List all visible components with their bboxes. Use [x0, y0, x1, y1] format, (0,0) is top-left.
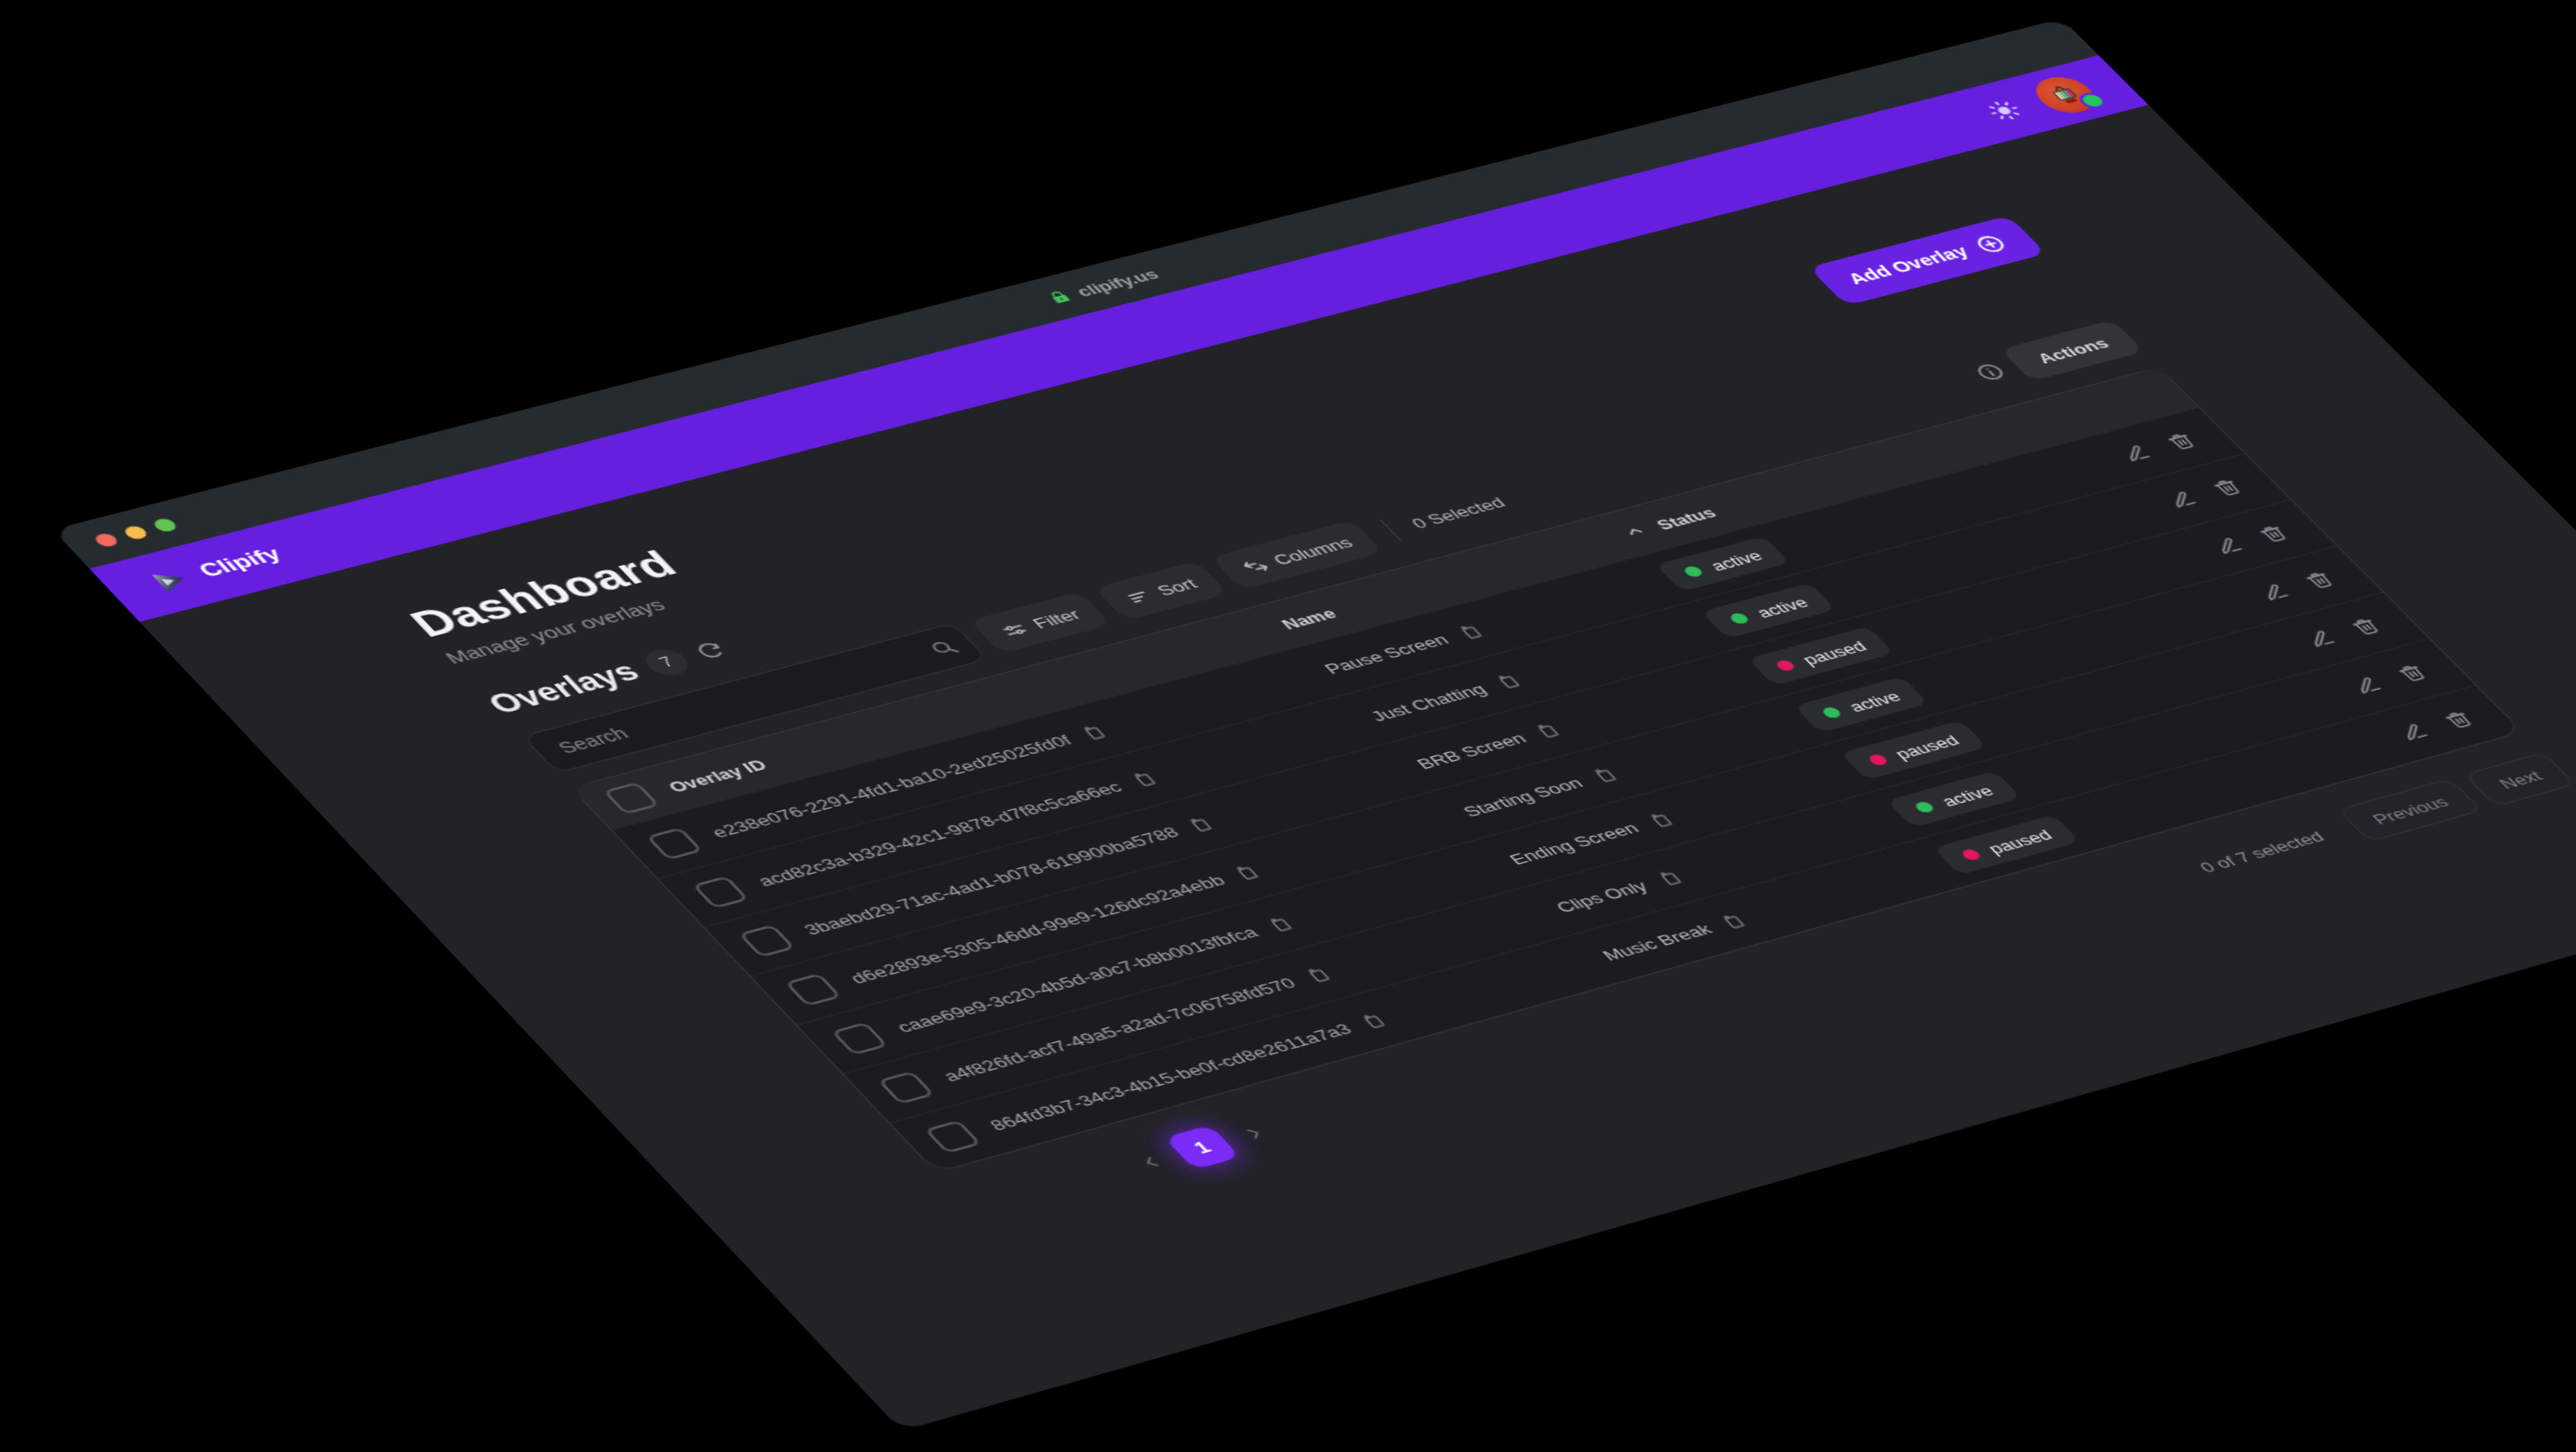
edit-pencil-icon[interactable]	[2210, 536, 2246, 557]
columns-swap-icon	[1238, 556, 1273, 576]
copy-icon[interactable]	[1651, 867, 1686, 888]
status-dot	[1727, 611, 1751, 625]
status-label: active	[1751, 593, 1812, 621]
edit-pencil-icon[interactable]	[2163, 489, 2200, 510]
edit-pencil-icon[interactable]	[2302, 628, 2338, 650]
status-label: paused	[1798, 637, 1871, 668]
user-avatar[interactable]	[2025, 72, 2111, 118]
info-icon[interactable]	[1971, 360, 2012, 383]
minimize-window-button[interactable]	[121, 524, 150, 541]
toolbar-divider	[1380, 519, 1402, 541]
filter-sliders-icon	[996, 619, 1032, 639]
status-dot	[1682, 565, 1705, 578]
status-dot	[1959, 848, 1983, 862]
status-label: paused	[1890, 731, 1963, 762]
row-checkbox[interactable]	[691, 876, 750, 909]
status-label: active	[1936, 782, 1997, 810]
row-checkbox[interactable]	[831, 1021, 889, 1056]
copy-icon[interactable]	[1355, 1010, 1391, 1031]
status-label: active	[1705, 546, 1767, 574]
sort-lines-icon	[1121, 587, 1156, 607]
page-1-button[interactable]: 1	[1164, 1124, 1241, 1170]
copy-icon[interactable]	[1716, 911, 1751, 931]
copy-icon[interactable]	[1076, 722, 1111, 742]
selected-count: 0 Selected	[1406, 493, 1510, 532]
browser-window: clipify.us Clipify	[53, 19, 2576, 1431]
row-checkbox[interactable]	[738, 924, 796, 958]
actions-button[interactable]: Actions	[2001, 319, 2144, 381]
edit-pencil-icon[interactable]	[2395, 722, 2431, 743]
sort-label: Sort	[1152, 574, 1201, 599]
url-text: clipify.us	[1071, 265, 1163, 300]
previous-page-button[interactable]: Previous	[2337, 778, 2483, 843]
copy-icon[interactable]	[1262, 914, 1297, 934]
theme-toggle-sun-icon[interactable]	[1982, 98, 2027, 123]
copy-icon[interactable]	[1586, 764, 1621, 784]
copy-icon[interactable]	[1299, 964, 1335, 985]
status-label: paused	[1983, 826, 2056, 857]
filter-label: Filter	[1027, 605, 1084, 631]
row-checkbox[interactable]	[877, 1070, 935, 1105]
columns-label: Columns	[1268, 534, 1357, 568]
overlay-name-text: Clips Only	[1551, 877, 1652, 916]
zoom-window-button[interactable]	[150, 517, 180, 534]
edit-pencil-icon[interactable]	[2256, 582, 2292, 603]
next-page-button[interactable]: Next	[2464, 751, 2576, 807]
filter-button[interactable]: Filter	[969, 591, 1112, 654]
delete-trash-icon[interactable]	[2209, 477, 2246, 498]
chevron-left-icon[interactable]	[1133, 1151, 1170, 1172]
edit-pencil-icon[interactable]	[2348, 675, 2385, 696]
selection-summary: 0 of 7 selected	[2194, 828, 2328, 876]
edit-pencil-icon[interactable]	[2117, 443, 2154, 464]
status-dot	[1866, 753, 1890, 767]
copy-icon[interactable]	[1183, 813, 1218, 834]
overlay-name-text: Just Chatting	[1366, 680, 1490, 725]
app-header: Clipify	[89, 55, 2149, 622]
status-dot	[1912, 800, 1937, 814]
brand[interactable]: Clipify	[142, 541, 290, 597]
copy-icon[interactable]	[1530, 720, 1565, 740]
delete-trash-icon[interactable]	[2441, 709, 2477, 730]
close-window-button[interactable]	[92, 532, 121, 549]
overlay-name-text: BRB Screen	[1412, 729, 1530, 772]
status-dot	[1820, 706, 1843, 720]
status-label: active	[1843, 687, 1905, 715]
clipify-logo-icon	[142, 565, 199, 597]
add-overlay-button[interactable]: Add Overlay	[1808, 215, 2047, 306]
delete-trash-icon[interactable]	[2301, 570, 2338, 591]
row-checkbox[interactable]	[784, 973, 842, 1006]
brand-name: Clipify	[193, 543, 287, 582]
copy-icon[interactable]	[1642, 810, 1677, 830]
copy-icon[interactable]	[1490, 671, 1525, 691]
delete-trash-icon[interactable]	[2394, 662, 2431, 684]
ssl-lock-icon	[1044, 288, 1075, 305]
status-dot	[1774, 659, 1798, 673]
add-overlay-label: Add Overlay	[1843, 243, 1974, 288]
select-all-checkbox[interactable]	[602, 781, 660, 815]
sort-button[interactable]: Sort	[1094, 560, 1228, 621]
overlay-name-text: Starting Soon	[1458, 774, 1587, 820]
delete-trash-icon[interactable]	[2255, 523, 2292, 544]
chevron-right-icon[interactable]	[1235, 1122, 1272, 1143]
overlay-name-text: Music Break	[1598, 920, 1716, 964]
row-checkbox[interactable]	[646, 827, 703, 861]
plus-circle-icon	[1969, 232, 2012, 256]
row-checkbox[interactable]	[924, 1120, 982, 1154]
delete-trash-icon[interactable]	[2348, 616, 2384, 637]
status-header-label: Status	[1651, 504, 1720, 533]
copy-icon[interactable]	[1126, 768, 1161, 789]
copy-icon[interactable]	[1452, 621, 1487, 641]
refresh-icon[interactable]	[690, 639, 731, 662]
overlay-count-badge: 7	[638, 645, 696, 678]
traffic-lights	[92, 517, 180, 549]
copy-icon[interactable]	[1229, 862, 1264, 882]
delete-trash-icon[interactable]	[2163, 431, 2200, 452]
